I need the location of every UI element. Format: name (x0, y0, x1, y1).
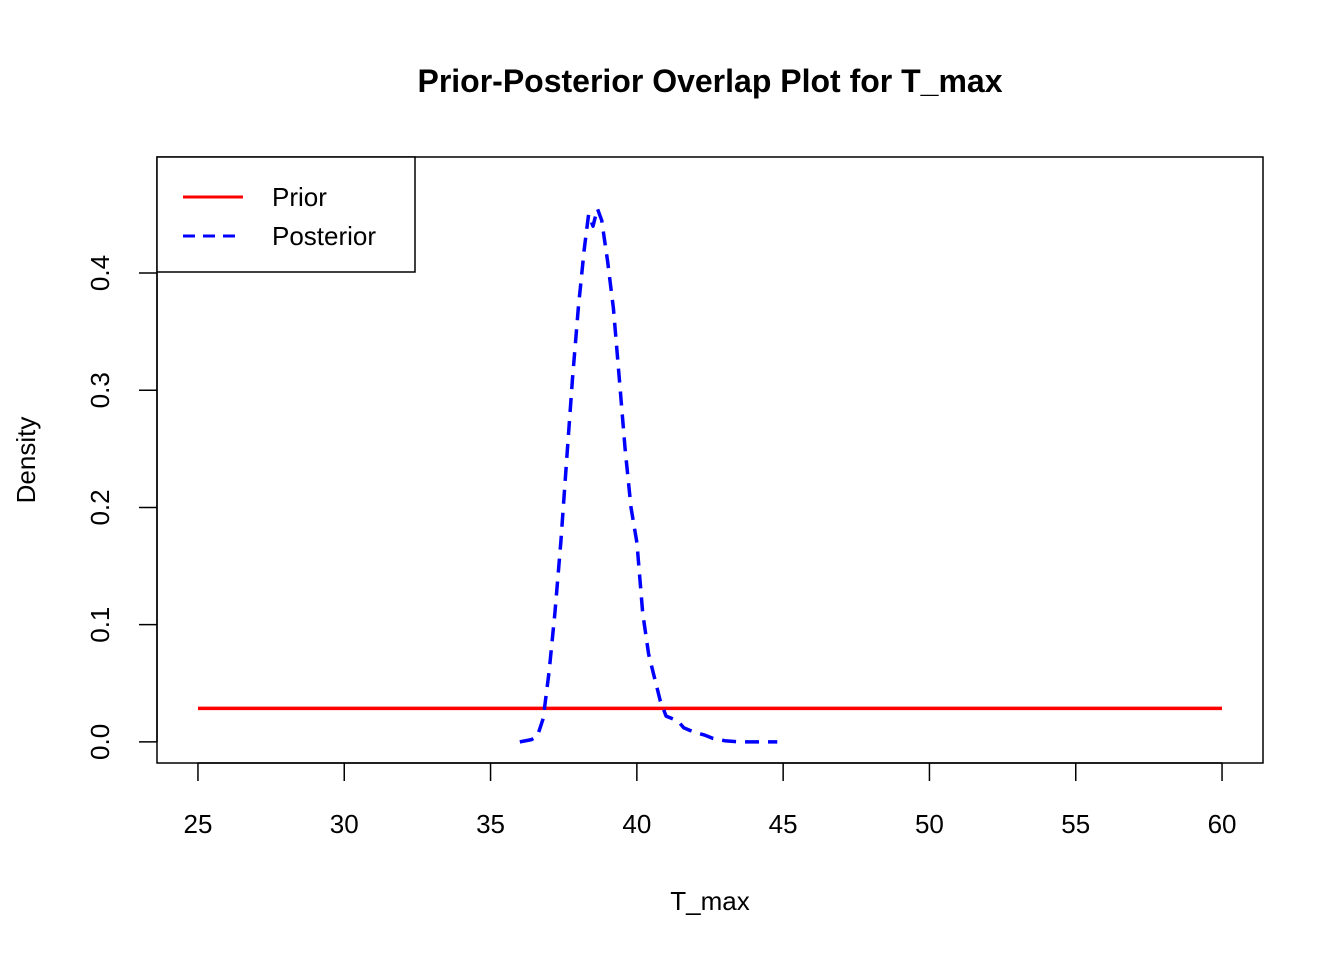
chart-title: Prior-Posterior Overlap Plot for T_max (417, 63, 1002, 99)
x-tick-label: 45 (769, 809, 798, 839)
x-tick-label: 25 (184, 809, 213, 839)
series-line-posterior (519, 206, 778, 744)
x-tick-label: 60 (1208, 809, 1237, 839)
x-tick-label: 55 (1061, 809, 1090, 839)
y-tick-label: 0.0 (85, 724, 115, 760)
x-tick-label: 50 (915, 809, 944, 839)
y-tick-label: 0.1 (85, 607, 115, 643)
x-tick-label: 40 (622, 809, 651, 839)
x-axis-label: T_max (670, 886, 749, 916)
x-tick-label: 35 (476, 809, 505, 839)
x-tick-label: 30 (330, 809, 359, 839)
y-tick-label: 0.3 (85, 372, 115, 408)
y-axis: 0.0 0.1 0.2 0.3 0.4 (85, 255, 158, 760)
legend-label-prior: Prior (272, 182, 327, 212)
x-axis: 25 30 35 40 45 50 55 60 (184, 762, 1237, 839)
legend-label-posterior: Posterior (272, 221, 376, 251)
legend-box (156, 156, 416, 273)
y-tick-label: 0.2 (85, 489, 115, 525)
y-axis-label: Density (11, 417, 41, 504)
plot-area (198, 206, 1222, 744)
y-tick-label: 0.4 (85, 255, 115, 291)
legend: Prior Posterior (156, 156, 416, 273)
